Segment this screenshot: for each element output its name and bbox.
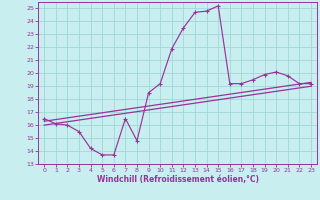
X-axis label: Windchill (Refroidissement éolien,°C): Windchill (Refroidissement éolien,°C) (97, 175, 259, 184)
